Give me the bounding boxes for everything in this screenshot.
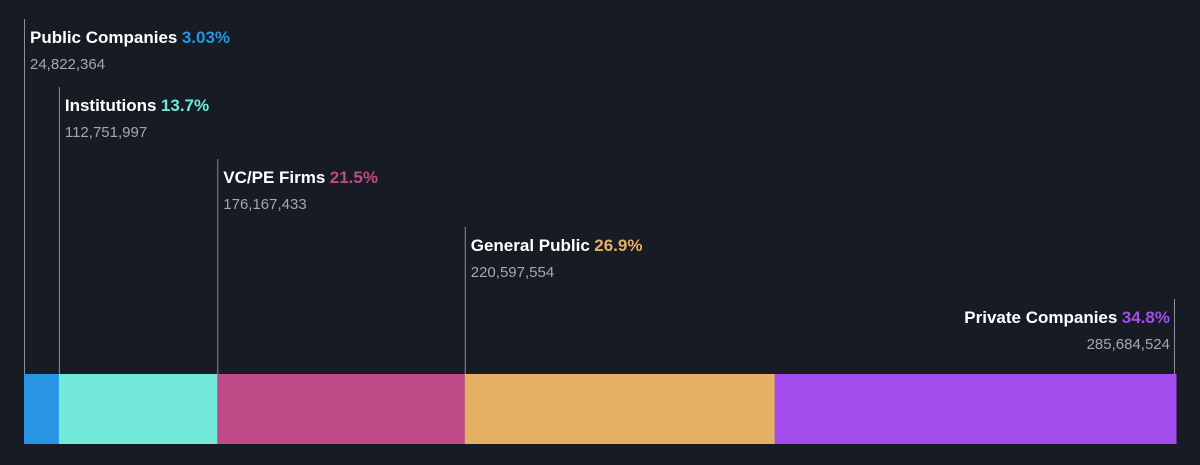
shares-label: 285,684,524	[1086, 336, 1170, 353]
label-heading: General Public 26.9%	[471, 237, 643, 255]
shares-label: 112,751,997	[64, 124, 148, 141]
percent-label: 3.03%	[181, 28, 231, 47]
bar-segment-private-companies[interactable]	[774, 374, 1177, 444]
shares-label: 220,597,554	[470, 264, 555, 281]
series-name: Institutions	[64, 96, 157, 115]
series-name: VC/PE Firms	[223, 168, 326, 187]
percent-label: 21.5%	[329, 168, 378, 187]
percent-label: 26.9%	[594, 236, 643, 255]
label-private-companies: Private Companies 34.8% 285,684,524	[964, 309, 1170, 352]
bar-segment-vc-pe-firms[interactable]	[217, 374, 466, 444]
label-heading: Institutions 13.7%	[65, 97, 209, 115]
percent-label: 34.8%	[1121, 308, 1170, 327]
bar-segment-public-companies[interactable]	[24, 374, 60, 444]
label-heading: Private Companies 34.8%	[964, 309, 1170, 327]
series-name: Private Companies	[964, 308, 1118, 327]
series-name: Public Companies	[30, 28, 178, 47]
label-public-companies: Public Companies 3.03% 24,822,364	[30, 29, 230, 72]
label-vc-pe-firms: VC/PE Firms 21.5% 176,167,433	[223, 169, 378, 212]
percent-label: 13.7%	[160, 96, 210, 115]
series-name: General Public	[470, 236, 590, 255]
bar-segment-institutions[interactable]	[58, 374, 218, 444]
shares-label: 24,822,364	[30, 56, 106, 73]
label-heading: Public Companies 3.03%	[30, 29, 230, 47]
shares-label: 176,167,433	[223, 196, 307, 213]
label-heading: VC/PE Firms 21.5%	[223, 169, 378, 187]
label-general-public: General Public 26.9% 220,597,554	[471, 237, 643, 280]
bar-segment-general-public[interactable]	[464, 374, 776, 444]
label-institutions: Institutions 13.7% 112,751,997	[65, 97, 209, 140]
